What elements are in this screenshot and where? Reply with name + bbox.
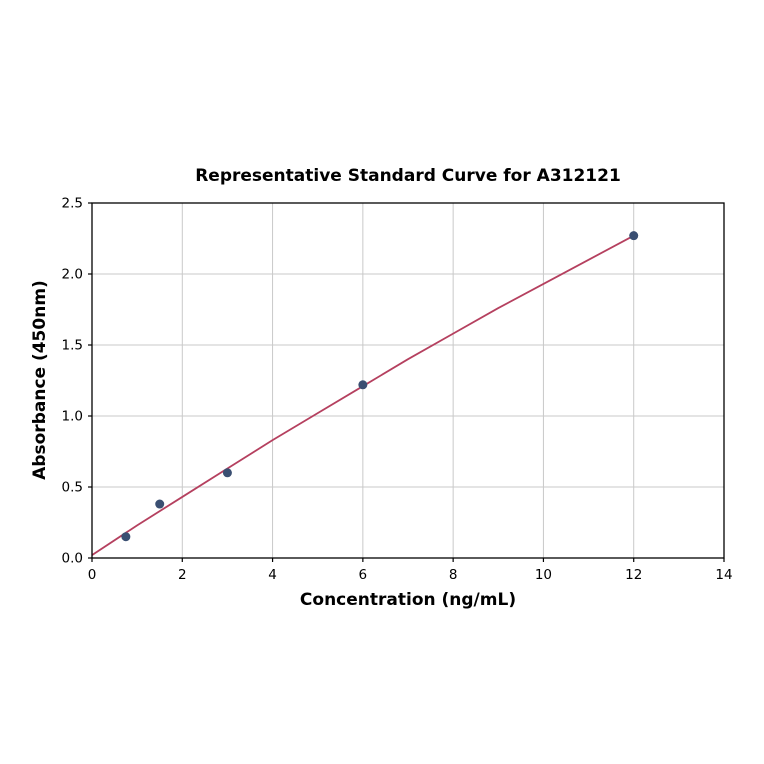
- x-tick-label: 6: [359, 567, 368, 583]
- y-tick-label: 2.5: [62, 196, 83, 212]
- y-tick-label: 1.0: [62, 409, 83, 425]
- data-point: [121, 532, 131, 542]
- x-axis-label: Concentration (ng/mL): [299, 590, 517, 610]
- x-tick-label: 4: [268, 567, 277, 583]
- y-tick-label: 0.5: [62, 480, 83, 496]
- plot-border: [91, 202, 725, 559]
- plot-background: [92, 203, 724, 558]
- x-tick-label: 10: [535, 567, 552, 583]
- y-tick-label: 1.5: [62, 338, 83, 354]
- data-point: [629, 231, 639, 241]
- data-point: [155, 499, 165, 509]
- data-point: [358, 380, 368, 390]
- data-point: [222, 468, 232, 478]
- y-tick-label: 2.0: [62, 267, 83, 283]
- y-tick-label: 0.0: [62, 551, 83, 567]
- x-tick-label: 8: [449, 567, 458, 583]
- x-tick-label: 0: [88, 567, 97, 583]
- chart-title: Representative Standard Curve for A31212…: [195, 166, 621, 186]
- x-tick-label: 14: [715, 567, 732, 583]
- x-tick-label: 2: [178, 567, 187, 583]
- x-tick-label: 12: [625, 567, 642, 583]
- y-axis-label: Absorbance (450nm): [30, 280, 50, 480]
